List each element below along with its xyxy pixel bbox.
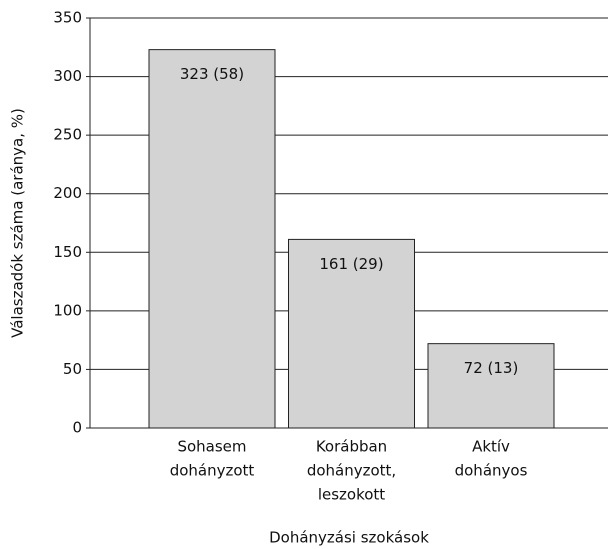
y-tick-label: 200 [53,184,82,202]
x-tick-label: dohányzott, [307,462,396,480]
value-label: 72 (13) [464,359,519,377]
y-axis-title: Válaszadók száma (aránya, %) [9,108,27,338]
bar [148,49,276,429]
x-tick-label: dohányzott [170,462,255,480]
y-tick-label: 300 [53,67,82,85]
y-tick-label: 0 [72,419,82,437]
x-axis-title: Dohányzási szokások [269,529,429,547]
y-tick-label: 350 [53,9,82,27]
x-tick-label: Korábban [316,438,387,456]
y-tick-label: 250 [53,126,82,144]
value-label: 323 (58) [180,65,244,83]
x-tick-label: Aktív [472,438,510,456]
x-tick-label: dohányos [455,462,528,480]
y-tick-label: 150 [53,243,82,261]
value-label: 161 (29) [319,255,383,273]
y-tick-label: 50 [63,360,82,378]
y-tick-label: 100 [53,301,82,319]
bar [288,238,415,429]
x-tick-label: leszokott [318,486,385,504]
x-tick-label: Sohasem [177,438,246,456]
bar [427,343,555,429]
